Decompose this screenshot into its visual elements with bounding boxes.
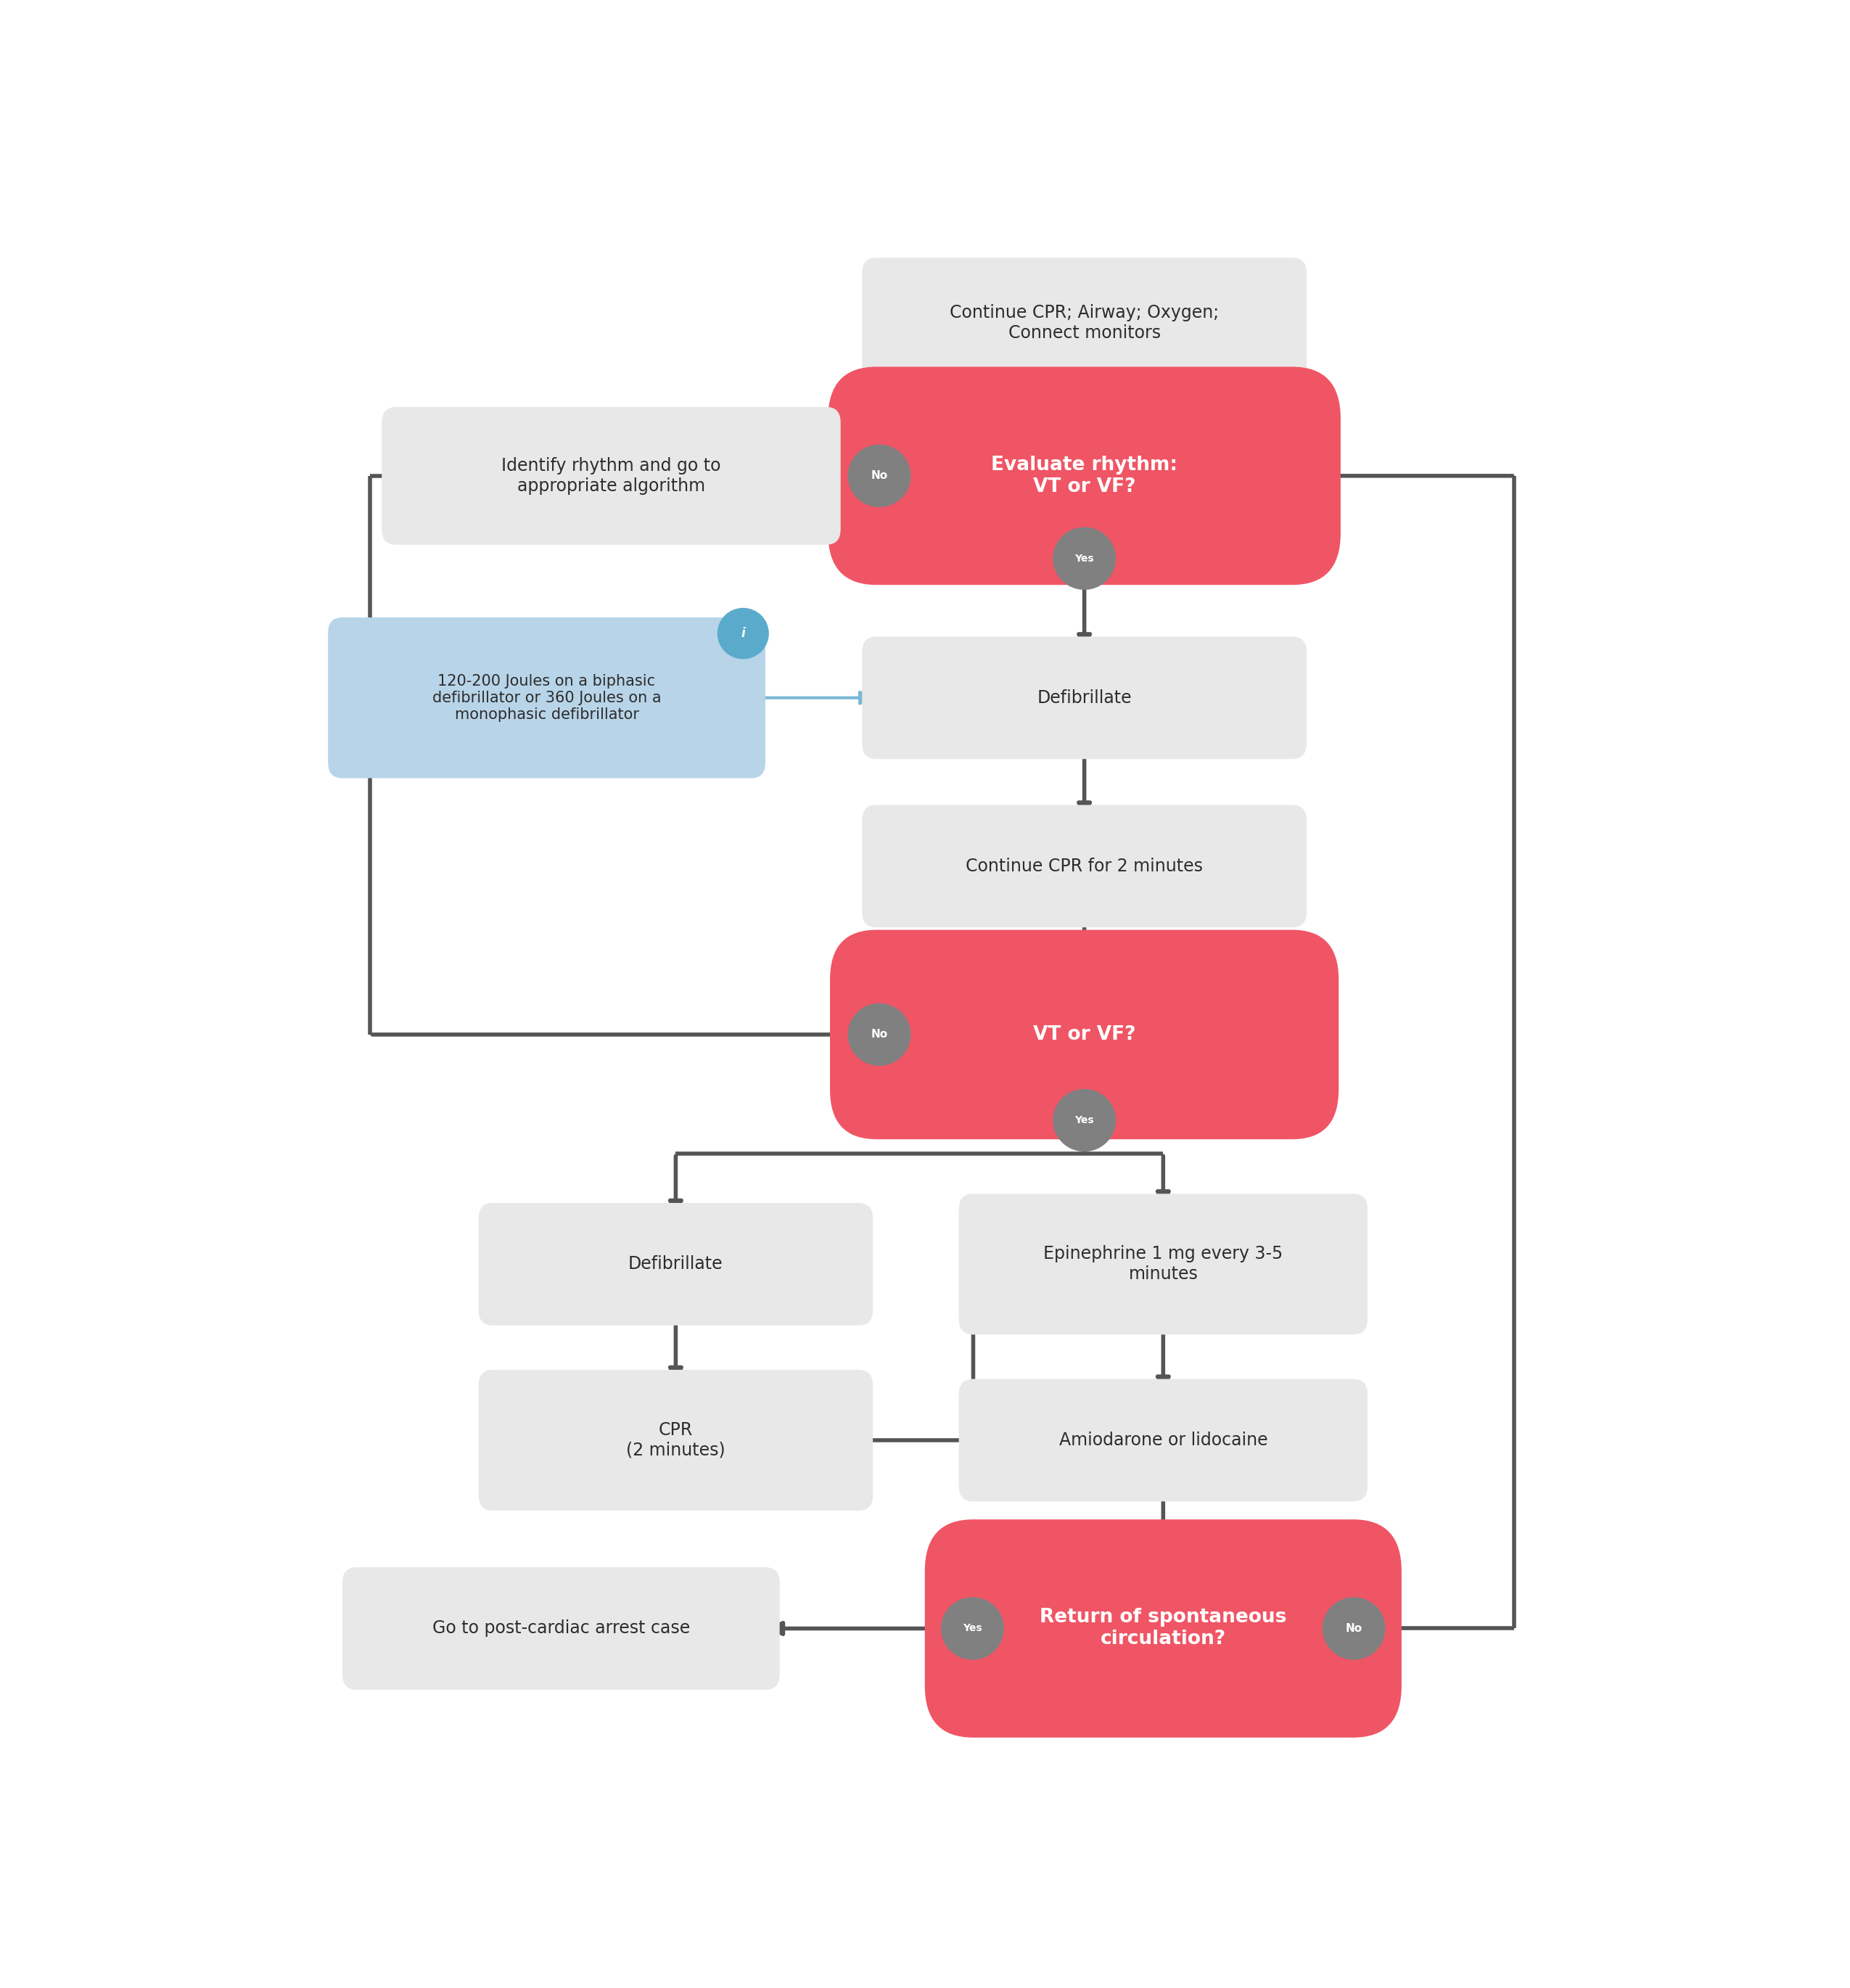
FancyBboxPatch shape [862,636,1306,759]
Ellipse shape [847,445,910,507]
Text: Defibrillate: Defibrillate [1038,690,1132,706]
FancyBboxPatch shape [958,1380,1367,1501]
Ellipse shape [1053,1089,1116,1151]
Ellipse shape [1053,527,1116,590]
Ellipse shape [847,1004,910,1066]
Text: Defibrillate: Defibrillate [629,1256,723,1272]
Text: No: No [871,1030,888,1040]
Ellipse shape [1323,1596,1386,1660]
FancyBboxPatch shape [958,1193,1367,1334]
Text: Continue CPR; Airway; Oxygen;
Connect monitors: Continue CPR; Airway; Oxygen; Connect mo… [949,304,1219,342]
Text: Return of spontaneous
circulation?: Return of spontaneous circulation? [1040,1608,1286,1648]
FancyBboxPatch shape [925,1519,1402,1738]
Text: Identify rhythm and go to
appropriate algorithm: Identify rhythm and go to appropriate al… [501,457,722,495]
Text: CPR
(2 minutes): CPR (2 minutes) [625,1421,725,1459]
FancyBboxPatch shape [829,366,1341,584]
Text: i: i [742,626,746,640]
Text: Yes: Yes [962,1624,982,1634]
FancyBboxPatch shape [831,930,1339,1139]
Text: No: No [871,471,888,481]
FancyBboxPatch shape [862,258,1306,388]
Text: Continue CPR for 2 minutes: Continue CPR for 2 minutes [966,857,1203,875]
FancyBboxPatch shape [862,805,1306,928]
Ellipse shape [942,1596,1005,1660]
FancyBboxPatch shape [327,618,766,777]
FancyBboxPatch shape [479,1370,873,1511]
Text: Epinephrine 1 mg every 3-5
minutes: Epinephrine 1 mg every 3-5 minutes [1043,1244,1284,1282]
Text: Go to post-cardiac arrest case: Go to post-cardiac arrest case [433,1620,690,1638]
Text: Yes: Yes [1075,553,1093,563]
FancyBboxPatch shape [479,1203,873,1326]
Text: VT or VF?: VT or VF? [1032,1026,1136,1044]
Ellipse shape [718,608,770,660]
Text: Yes: Yes [1075,1115,1093,1125]
FancyBboxPatch shape [342,1567,779,1690]
Text: No: No [1345,1622,1362,1634]
Text: Evaluate rhythm:
VT or VF?: Evaluate rhythm: VT or VF? [992,455,1178,497]
FancyBboxPatch shape [381,408,840,545]
Text: 120-200 Joules on a biphasic
defibrillator or 360 Joules on a
monophasic defibri: 120-200 Joules on a biphasic defibrillat… [433,674,660,722]
Text: Amiodarone or lidocaine: Amiodarone or lidocaine [1058,1431,1267,1449]
